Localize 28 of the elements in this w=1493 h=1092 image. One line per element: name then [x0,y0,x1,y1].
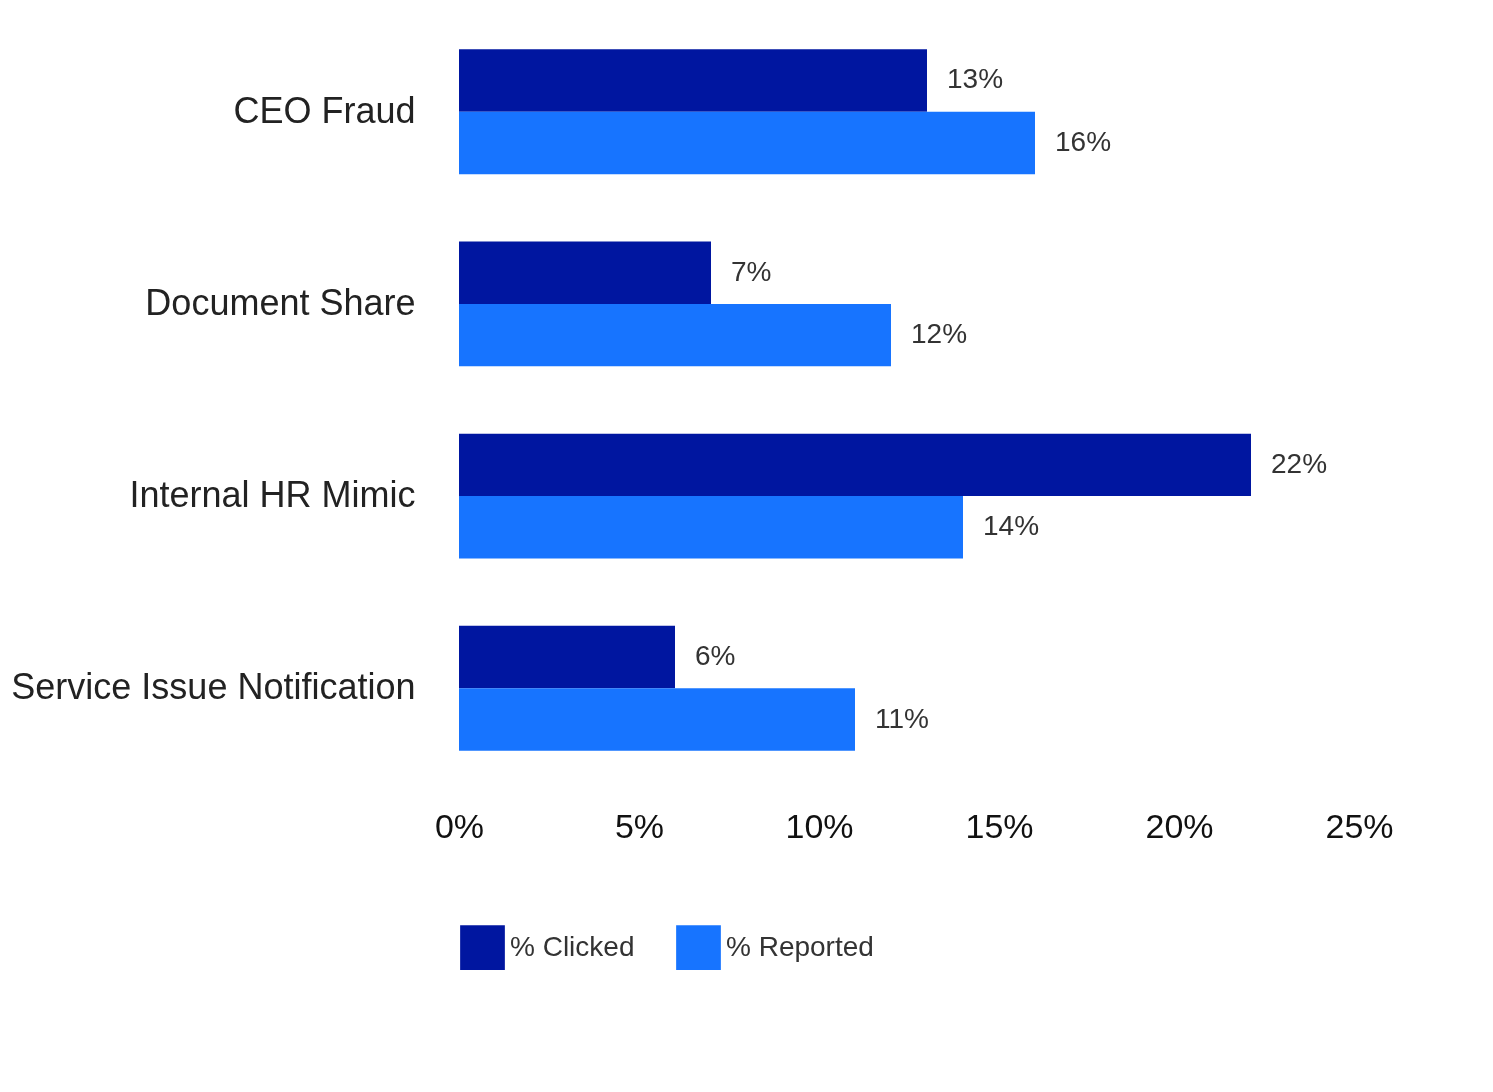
data-label: 13% [947,63,1004,95]
x-tick-label: 10% [785,806,854,845]
legend-label: % Reported [726,930,874,962]
bar [459,433,1251,497]
y-tick-label: CEO Fraud [233,89,416,131]
bar [459,688,855,751]
legend-label: % Clicked [510,930,635,962]
data-label: 14% [983,510,1040,542]
data-label: 16% [1055,125,1112,157]
x-tick-label: 20% [1145,806,1214,845]
y-tick-label: Document Share [145,281,416,323]
y-tick-label: Service Issue Notification [11,666,416,708]
y-tick-label: Internal HR Mimic [129,474,416,516]
x-tick-label: 0% [434,806,485,845]
x-tick-label: 15% [965,806,1034,845]
bar [459,625,675,689]
data-label: 6% [695,640,736,672]
data-label: 7% [731,255,772,287]
bar [459,111,1035,175]
x-tick-label: 25% [1325,806,1394,845]
bar [459,303,891,367]
x-tick-label: 5% [614,806,665,845]
bar [459,241,711,304]
bar [459,49,927,112]
data-label: 12% [911,318,968,350]
data-label: 11% [875,702,929,734]
bar [459,496,963,559]
data-label: 22% [1271,447,1328,479]
